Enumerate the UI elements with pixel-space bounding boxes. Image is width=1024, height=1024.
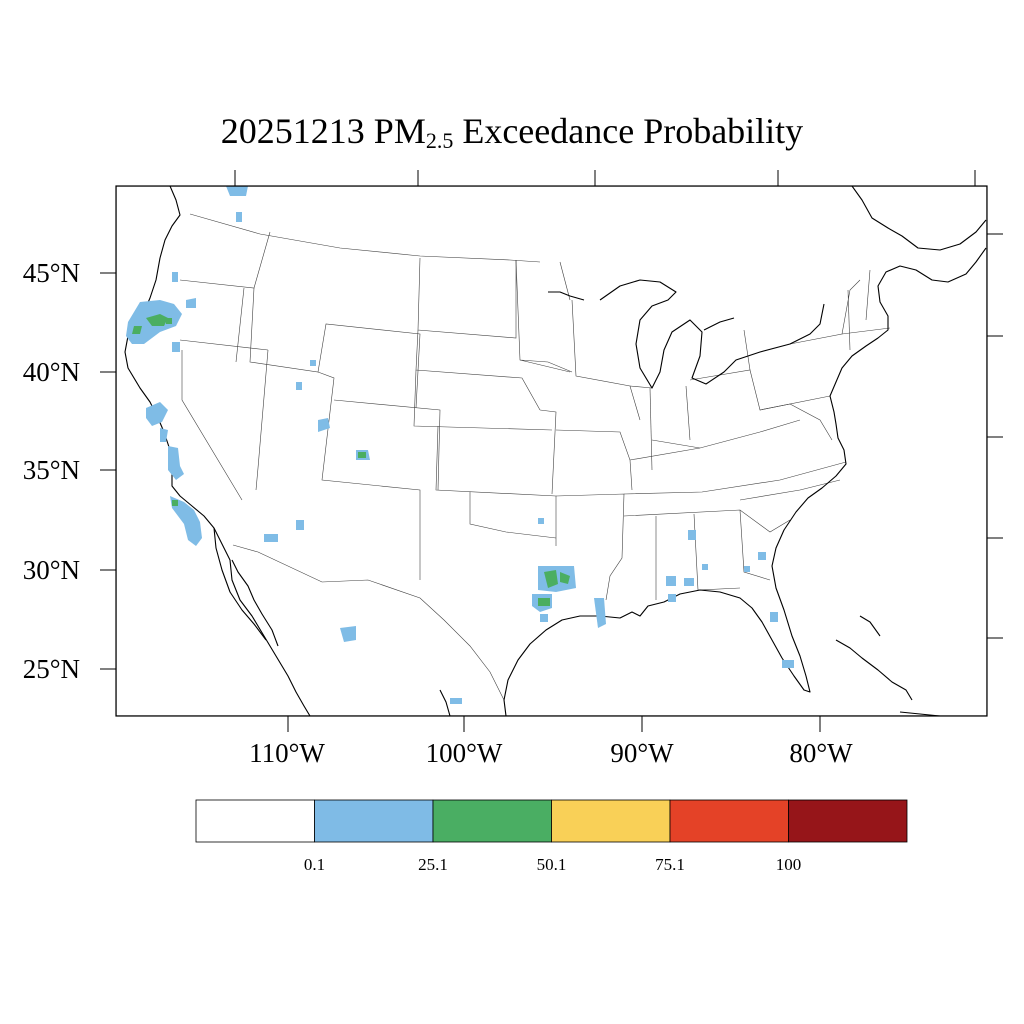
left-ticks (100, 272, 116, 670)
colorbar-tick-label: 25.1 (418, 855, 448, 874)
right-ticks (987, 233, 1003, 639)
bottom-ticks (287, 716, 821, 732)
title-subscript: 2.5 (425, 128, 454, 153)
lat-label: 30°N (23, 555, 80, 585)
title-suffix: Exceedance Probability (453, 111, 804, 151)
lat-label: 25°N (23, 654, 80, 684)
lon-label: 90°W (610, 738, 674, 768)
colorbar-box-0 (195, 799, 315, 843)
map-frame (116, 186, 987, 716)
colorbar-tick-label: 50.1 (537, 855, 567, 874)
lat-label: 35°N (23, 455, 80, 485)
lat-label: 45°N (23, 258, 80, 288)
colorbar-box-3 (551, 799, 671, 843)
colorbar-box-5 (788, 799, 908, 843)
title-prefix: 20251213 PM (220, 111, 426, 151)
top-ticks (234, 170, 976, 186)
longitude-labels: 110°W 100°W 90°W 80°W (249, 738, 853, 768)
colorbar-box-4 (669, 799, 789, 843)
lat-label: 40°N (23, 357, 80, 387)
lon-label: 80°W (789, 738, 853, 768)
lon-label: 100°W (426, 738, 503, 768)
latitude-labels: 45°N 40°N 35°N 30°N 25°N (23, 258, 80, 684)
map-title: 20251213 PM2.5 Exceedance Probability (0, 108, 1024, 154)
colorbar-box-2 (432, 799, 552, 843)
colorbar-tick-label: 0.1 (304, 855, 325, 874)
state-borders (179, 213, 891, 701)
probability-mid-areas (132, 314, 570, 606)
coastlines (124, 186, 987, 716)
colorbar-tick-label: 100 (776, 855, 802, 874)
lon-label: 110°W (249, 738, 325, 768)
colorbar-box-1 (314, 799, 434, 843)
probability-low-areas (126, 186, 794, 704)
colorbar: 0.1 25.1 50.1 75.1 100 (195, 799, 908, 874)
colorbar-tick-label: 75.1 (655, 855, 685, 874)
